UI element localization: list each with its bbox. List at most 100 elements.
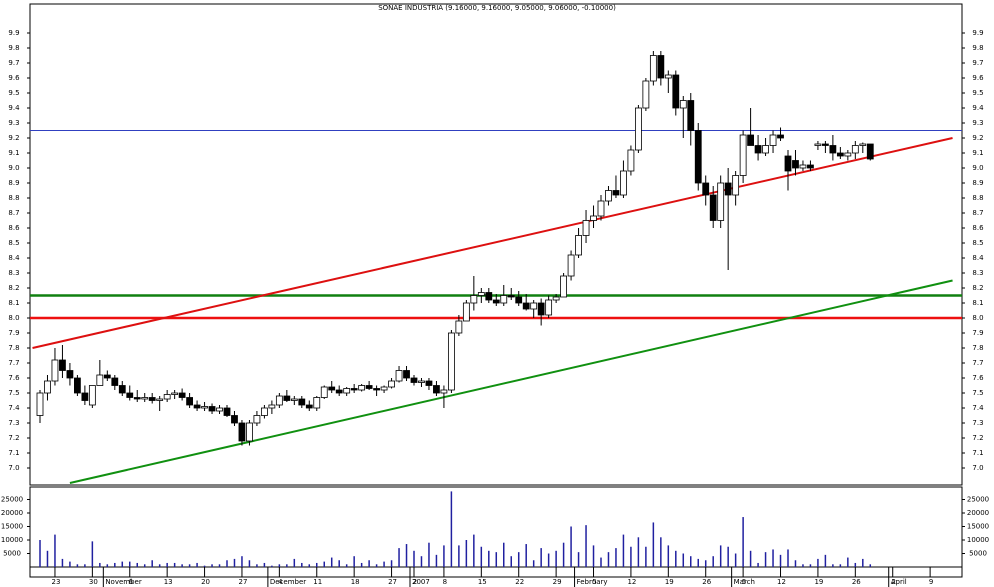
candle-body — [567, 254, 575, 277]
candle-body — [373, 388, 381, 391]
candle-body — [709, 194, 717, 221]
candle-body — [268, 404, 276, 409]
volume-tick-label: 25000 — [1, 496, 23, 504]
y-tick-label: 7.6 — [8, 374, 20, 382]
y-tick-label: 8.3 — [972, 269, 983, 277]
candle-body — [238, 422, 246, 442]
candle-body — [702, 182, 710, 196]
y-tick-label: 9.3 — [972, 119, 983, 127]
candle-body — [358, 385, 366, 391]
candle-body — [103, 374, 111, 379]
y-tick-label: 7.3 — [972, 419, 983, 427]
volume-tick-label: 10000 — [1, 536, 23, 544]
x-tick-label: 12 — [777, 578, 786, 586]
candle-body — [178, 392, 186, 398]
y-tick-label: 9.7 — [8, 59, 19, 67]
x-tick-label: 30 — [89, 578, 98, 586]
x-tick-label: 2 — [413, 578, 417, 586]
candle-body — [36, 392, 44, 416]
x-tick-label: 5 — [592, 578, 596, 586]
y-tick-label: 8.9 — [972, 179, 983, 187]
candle-body — [836, 152, 844, 157]
y-tick-label: 7.8 — [8, 344, 19, 352]
candle-body — [403, 370, 410, 379]
y-tick-label: 7.0 — [972, 464, 983, 472]
candle-body — [807, 164, 814, 169]
candle-body — [552, 296, 560, 301]
x-tick-label: 4 — [278, 578, 283, 586]
y-tick-label: 7.3 — [8, 419, 19, 427]
candle-body — [433, 385, 440, 394]
candle-body — [283, 395, 291, 401]
y-tick-label: 8.6 — [972, 224, 984, 232]
x-tick-label: 27 — [238, 578, 247, 586]
candle-body — [231, 415, 238, 424]
y-tick-label: 8.4 — [8, 254, 20, 262]
x-tick-label: 11 — [313, 578, 322, 586]
candle-body — [88, 385, 96, 406]
x-tick-label: 26 — [702, 578, 711, 586]
candle-body — [171, 392, 179, 395]
month-label: February — [577, 578, 608, 586]
x-tick-label: 5 — [742, 578, 746, 586]
x-tick-label: 27 — [388, 578, 397, 586]
y-tick-label: 8.0 — [972, 314, 983, 322]
candle-body — [657, 55, 665, 79]
candle-body — [246, 422, 253, 442]
candle-body — [156, 398, 164, 401]
candle-body — [560, 275, 567, 298]
candle-body — [799, 164, 807, 169]
y-tick-label: 7.7 — [972, 359, 983, 367]
candle-body — [111, 377, 119, 386]
x-tick-label: 12 — [627, 578, 636, 586]
y-tick-label: 9.9 — [972, 29, 983, 37]
candle-body — [537, 302, 545, 316]
y-tick-label: 8.0 — [8, 314, 19, 322]
month-label: April — [891, 578, 907, 586]
candle-body — [851, 145, 859, 154]
y-tick-label: 7.6 — [972, 374, 984, 382]
candle-body — [51, 359, 59, 382]
candle-body — [216, 407, 223, 412]
x-tick-label: 13 — [164, 578, 173, 586]
month-label: 2007 — [412, 578, 430, 586]
x-tick-label: 19 — [665, 578, 674, 586]
candle-body — [649, 55, 657, 82]
candle-body — [380, 386, 388, 391]
candle-body — [822, 143, 829, 146]
candle-body — [118, 385, 126, 394]
y-tick-label: 9.4 — [8, 104, 20, 112]
volume-tick-label: 20000 — [967, 509, 989, 517]
y-tick-label: 7.1 — [972, 449, 983, 457]
y-tick-label: 7.0 — [8, 464, 19, 472]
candle-body — [335, 389, 343, 394]
candle-body — [769, 134, 777, 146]
volume-tick-label: 10000 — [967, 536, 989, 544]
y-tick-label: 9.6 — [972, 74, 984, 82]
candle-body — [388, 380, 395, 388]
month-label: March — [734, 578, 755, 586]
y-tick-label: 7.1 — [8, 449, 19, 457]
candle-body — [477, 292, 485, 296]
y-tick-label: 7.8 — [972, 344, 983, 352]
x-tick-label: 22 — [515, 578, 524, 586]
candle-body — [635, 107, 642, 151]
candle-body — [193, 404, 201, 409]
volume-tick-label: 5000 — [3, 550, 21, 558]
candle-body — [777, 134, 784, 139]
y-tick-label: 7.4 — [8, 404, 20, 412]
candle-body — [866, 143, 874, 160]
trendline — [69, 279, 953, 484]
candle-body — [732, 175, 740, 196]
y-tick-label: 9.4 — [972, 104, 984, 112]
y-tick-label: 9.0 — [8, 164, 19, 172]
candle-body — [328, 386, 336, 391]
candle-body — [313, 397, 321, 409]
candle-body — [395, 370, 403, 382]
candle-body — [253, 415, 261, 424]
y-tick-label: 9.5 — [8, 89, 19, 97]
candle-body — [163, 394, 171, 400]
candle-body — [754, 145, 762, 154]
candle-body — [605, 190, 612, 202]
